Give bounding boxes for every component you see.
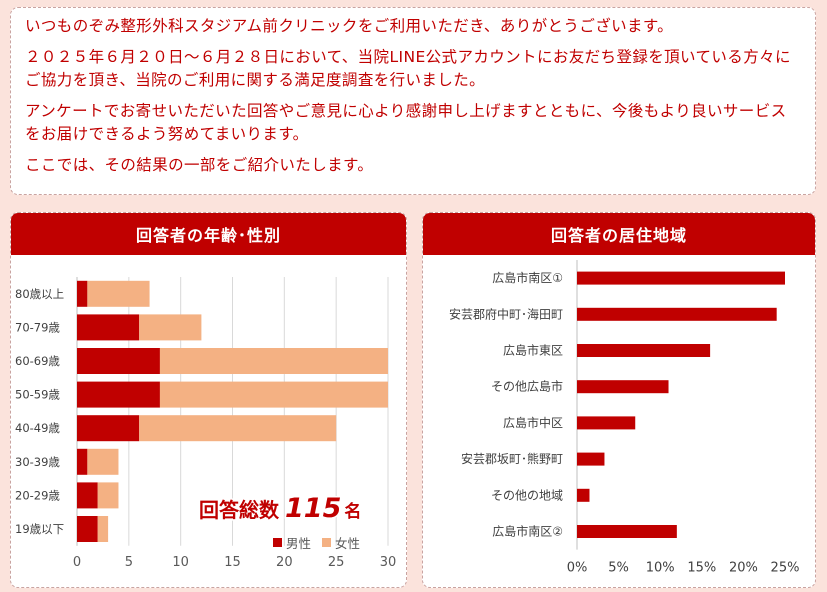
- category-label: 50-59歳: [15, 388, 60, 402]
- bar-male: [77, 482, 98, 509]
- intro-survey-period: ２０２５年６月２０日～６月２８日において、当院LINE公式アカウントにお友だち登…: [25, 48, 791, 89]
- legend-label-female: 女性: [335, 536, 360, 551]
- category-label: 広島市中区: [503, 415, 563, 430]
- bar-male: [77, 448, 88, 475]
- bar-region: [577, 307, 777, 321]
- x-tick-label: 0: [73, 555, 81, 570]
- bar-male: [77, 280, 88, 307]
- bar-region: [577, 452, 605, 466]
- category-label: その他広島市: [491, 379, 563, 394]
- legend-swatch-female: [322, 538, 331, 547]
- x-tick-label: 5: [125, 555, 133, 570]
- category-label: 広島市南区②: [492, 524, 563, 539]
- age-gender-chart: 0 5 10 15 20 25 30 80歳以上 70-79歳 60-69歳 50-59歳 40-49…: [15, 277, 397, 570]
- total-value: 115: [285, 493, 341, 524]
- age-gender-title: 回答者の年齢･性別: [11, 213, 406, 255]
- x-tick-label: 20%: [729, 561, 758, 576]
- x-tick-label: 0%: [567, 561, 588, 576]
- legend-swatch-male: [273, 538, 282, 547]
- total-unit: 名: [344, 501, 361, 522]
- bar-female: [97, 516, 109, 542]
- residence-title: 回答者の居住地域: [423, 213, 815, 255]
- x-tick-label: 5%: [608, 561, 629, 576]
- bar-region: [577, 525, 677, 538]
- bar-female: [159, 348, 388, 374]
- intro-gratitude: アンケートでお寄せいただいた回答やご意見に心より感謝申し上げますとともに、今後も…: [25, 102, 787, 143]
- x-tick-label: 10%: [646, 561, 675, 576]
- category-label: 広島市東区: [503, 343, 563, 358]
- bar-female: [139, 314, 202, 341]
- x-tick-label: 15: [224, 555, 241, 570]
- residence-panel: 回答者の居住地域 0% 5% 10% 15% 20% 25% 広島市南区① 安芸郡府中町･海田…: [422, 212, 816, 588]
- x-tick-label: 10: [172, 555, 189, 570]
- x-tick-label: 30: [380, 555, 397, 570]
- residence-chart: 0% 5% 10% 15% 20% 25% 広島市南区① 安芸郡府中町･海田町広島市東区その他…: [449, 260, 800, 576]
- category-label: 広島市南区①: [492, 270, 563, 285]
- category-label: 30-39歳: [15, 455, 60, 469]
- x-tick-label: 15%: [687, 561, 716, 576]
- bar-region: [577, 380, 669, 394]
- bar-female: [159, 381, 388, 408]
- bar-female: [87, 448, 119, 475]
- bar-female: [97, 482, 119, 509]
- bar-region: [577, 271, 785, 285]
- bar-male: [77, 348, 160, 374]
- bar-female: [87, 280, 150, 307]
- intro-box: いつものぞみ整形外科スタジアム前クリニックをご利用いただき、ありがとうございます…: [10, 7, 816, 195]
- bar-female: [139, 415, 337, 442]
- age-gender-panel: 回答者の年齢･性別 0 5 10 15 20 25 30 80歳以上 70-79歳 60-69歳 5…: [10, 212, 407, 588]
- bar-male: [77, 415, 140, 442]
- intro-summary: ここでは、その結果の一部をご紹介いたします。: [25, 156, 374, 174]
- category-label: 安芸郡府中町･海田町: [449, 306, 563, 321]
- legend-label-male: 男性: [286, 536, 311, 551]
- category-label: 20-29歳: [15, 488, 60, 502]
- bar-region: [577, 416, 636, 430]
- category-label: 70-79歳: [15, 320, 60, 334]
- bar-male: [77, 381, 160, 408]
- intro-thanks: いつものぞみ整形外科スタジアム前クリニックをご利用いただき、ありがとうございます…: [25, 17, 674, 35]
- x-tick-label: 25: [328, 555, 345, 570]
- bar-region: [577, 344, 711, 357]
- category-label: その他の地域: [491, 488, 563, 502]
- bar-region: [577, 488, 590, 502]
- x-tick-label: 20: [276, 555, 293, 570]
- category-label: 安芸郡坂町･熊野町: [461, 451, 563, 466]
- bar-male: [77, 516, 98, 542]
- category-label: 19歳以下: [15, 522, 64, 536]
- category-label: 60-69歳: [15, 354, 60, 368]
- total-respondents: 回答総数 115 名: [199, 493, 361, 524]
- bar-male: [77, 314, 140, 341]
- category-label: 40-49歳: [15, 421, 60, 435]
- total-label: 回答総数: [199, 498, 280, 522]
- x-tick-label: 25%: [771, 561, 800, 576]
- category-label: 80歳以上: [15, 287, 64, 301]
